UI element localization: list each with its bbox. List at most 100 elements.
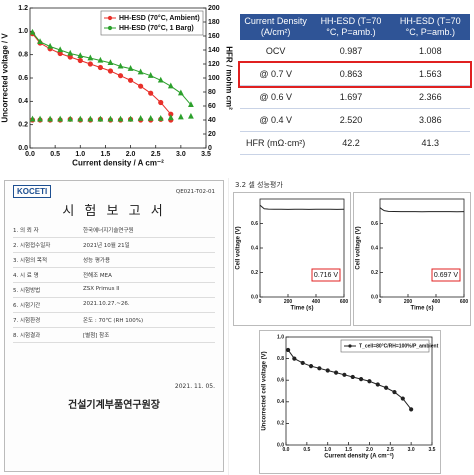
y2-tick-label: 40 [208, 117, 216, 124]
point [292, 356, 297, 361]
point [117, 115, 124, 122]
point [47, 42, 54, 49]
point [37, 38, 43, 45]
x-tick-label: 400 [432, 299, 441, 305]
field-label: 5. 시험방법 [13, 288, 41, 294]
table-cell: 1.697 [311, 85, 391, 109]
test-report: KOCETI QE021-T02-01 시 험 보 고 서 1. 의 뢰 자 한국에너지… [4, 180, 224, 472]
header-cell: HH-ESD (T=70 °C, P=amb.) [311, 14, 391, 40]
y-tick-label: 0.2 [18, 122, 28, 129]
x-tick-label: 0.0 [25, 151, 35, 158]
point [367, 379, 372, 384]
plot-frame [259, 198, 345, 298]
field-value: 2021년 10월 21일 [83, 243, 130, 249]
legend-label: HH-ESD (70°C, 1 Barg) [119, 24, 194, 32]
x-tick-label: 1.5 [101, 151, 111, 158]
table-cell: 2.366 [390, 85, 470, 109]
point [138, 83, 144, 89]
report-row: 7. 시험환경 온도 : 70℃ (RH 100%) [13, 313, 215, 328]
table-cell: @ 0.7 V [240, 62, 312, 86]
point [308, 364, 314, 369]
y-tick-label: 0.6 [371, 221, 378, 227]
x-tick-label: 3.5 [429, 447, 436, 453]
point [127, 77, 134, 83]
chart: 0.0 0.5 1.0 1.5 2.0 2.5 3.0 3.5 0.0 0.2 0.4 0.6 0.8 1… [1, 5, 234, 168]
point [137, 114, 144, 121]
table-cell: 1.563 [390, 62, 470, 86]
report-row: 2. 시험접수일자 2021년 10월 21일 [13, 238, 215, 253]
y-tick-label: 1.0 [18, 28, 28, 35]
point [137, 68, 144, 75]
legend-marker [107, 15, 113, 21]
x-axis-label: Current density (A cm⁻²) [324, 453, 394, 460]
performance-table-host: Current Density (A/cm²) HH-ESD (T=70 °C, … [238, 14, 472, 155]
point [117, 73, 124, 79]
point [167, 114, 174, 121]
report-row: 8. 시험결과 [별첨] 참조 [13, 328, 215, 343]
field-value: 성능 평가용 [83, 258, 111, 264]
y-axis-label: Uncorrected cell voltage (V) [262, 351, 268, 430]
table-cell: @ 0.4 V [240, 108, 312, 132]
point [325, 368, 330, 373]
series-line [287, 349, 412, 410]
point [392, 389, 397, 395]
report-header: KOCETI QE021-T02-01 [13, 185, 215, 198]
table-cell: 0.987 [311, 40, 391, 63]
y2-tick-label: 60 [208, 103, 216, 110]
point [107, 68, 114, 74]
chart: 0.0 0.5 1.0 1.5 2.0 2.5 3.0 3.5 0.0 0.2 0.4 0.6 0.8 1… [262, 334, 439, 460]
report-title: 시 험 보 고 서 [62, 204, 166, 219]
field-label: 4. 시 료 명 [13, 273, 39, 279]
table-cell: HFR (mΩ·cm²) [240, 131, 312, 155]
x-tick-label: 0.5 [303, 447, 310, 453]
point [29, 28, 36, 35]
table-row: @ 0.7 V 0.863 1.563 [238, 60, 472, 88]
table-row: HFR (mΩ·cm²) 42.2 41.3 [240, 131, 470, 155]
legend-marker [348, 344, 352, 348]
point [317, 366, 322, 371]
point [148, 90, 154, 96]
point [384, 385, 389, 390]
annotation: 0.697 V [434, 272, 458, 279]
y2-tick-label: 80 [208, 89, 216, 96]
y-tick-label: 0.4 [18, 98, 28, 105]
y-tick-label: 0.2 [371, 270, 378, 276]
report-row: 6. 시험기간 2021.10.27.~26. [13, 298, 215, 313]
point [37, 115, 43, 122]
plot-frame [285, 336, 433, 446]
point [107, 115, 114, 122]
x-tick-label: 2.0 [126, 151, 136, 158]
field-label: 8. 시험결과 [13, 333, 41, 339]
annotation-box [431, 268, 461, 282]
table-row: OCV 0.987 1.008 [240, 40, 470, 63]
annotation: 0.716 V [314, 272, 338, 279]
y-tick-label: 0.4 [277, 399, 284, 405]
y-axis-label: Uncorrected voltage / V [1, 33, 10, 123]
point [333, 370, 339, 375]
table-cell: OCV [240, 40, 312, 63]
report-row: 3. 시험의 목적 성능 평가용 [13, 253, 215, 268]
field-label: 2. 시험접수일자 [13, 243, 51, 249]
x-tick-label: 1.0 [75, 151, 85, 158]
y-tick-label: 0.6 [277, 378, 284, 384]
point [97, 115, 104, 122]
point [87, 115, 94, 122]
table-cell: 41.3 [390, 131, 470, 155]
y-tick-label: 0.0 [18, 145, 28, 152]
x-tick-label: 0 [379, 299, 382, 305]
x-tick-label: 2.5 [151, 151, 161, 158]
report-row: 4. 시 료 명 전해조 MEA [13, 268, 215, 283]
y2-tick-label: 100 [208, 75, 220, 82]
field-value: 2021.10.27.~26. [83, 301, 130, 307]
y2-tick-label: 180 [208, 19, 220, 26]
report-number: QE021-T02-01 [175, 188, 215, 195]
y2-axis-label: HFR / mohm cm² [224, 46, 233, 110]
field-value: 전해조 MEA [83, 273, 112, 279]
header-cell: HH-ESD (T=70 °C, P=amb.) [390, 14, 470, 40]
table-cell: 3.086 [390, 108, 470, 132]
table-cell: 2.520 [311, 108, 391, 132]
x-tick-label: 1.0 [324, 447, 331, 453]
point [127, 115, 134, 122]
y-tick-label: 0.8 [18, 52, 28, 59]
